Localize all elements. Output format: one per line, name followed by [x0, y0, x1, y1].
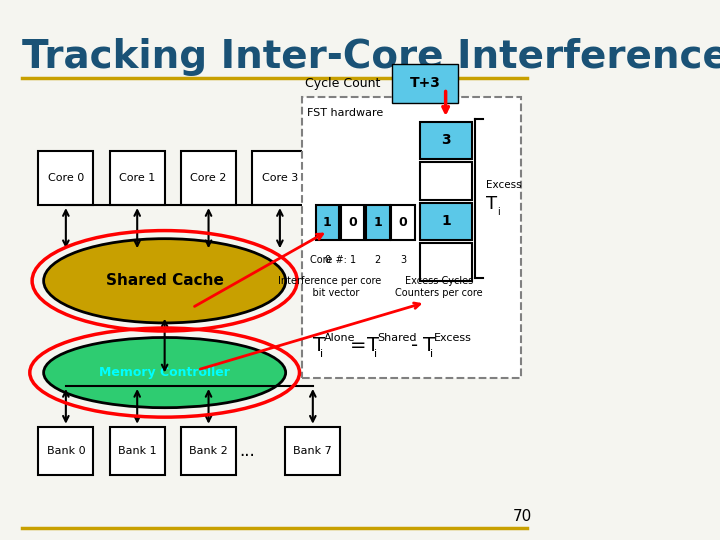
- FancyBboxPatch shape: [341, 205, 364, 240]
- Text: Core #:: Core #:: [310, 255, 347, 265]
- Text: Bank 0: Bank 0: [47, 446, 85, 456]
- FancyBboxPatch shape: [181, 151, 236, 205]
- Text: Excess: Excess: [486, 180, 521, 190]
- Text: Core 3: Core 3: [262, 173, 298, 183]
- Text: i: i: [430, 349, 433, 359]
- Text: i: i: [374, 349, 377, 359]
- Text: Tracking Inter-Core Interference: Tracking Inter-Core Interference: [22, 38, 720, 76]
- Text: T: T: [423, 336, 435, 355]
- Text: 0: 0: [399, 216, 408, 229]
- Text: Bank 1: Bank 1: [118, 446, 156, 456]
- Text: Memory Controller: Memory Controller: [99, 366, 230, 379]
- Text: i: i: [320, 349, 323, 359]
- Text: 1: 1: [441, 214, 451, 228]
- Text: 0: 0: [348, 216, 357, 229]
- Text: =: =: [350, 336, 366, 355]
- Text: 1: 1: [323, 216, 332, 229]
- FancyBboxPatch shape: [38, 151, 94, 205]
- Text: T: T: [312, 336, 325, 355]
- Text: 0: 0: [324, 255, 330, 265]
- Text: -: -: [410, 336, 418, 355]
- FancyBboxPatch shape: [392, 64, 458, 103]
- Text: Excess Cycles
Counters per core: Excess Cycles Counters per core: [395, 276, 483, 298]
- FancyBboxPatch shape: [420, 162, 472, 200]
- FancyBboxPatch shape: [315, 205, 339, 240]
- FancyBboxPatch shape: [420, 202, 472, 240]
- Text: 1: 1: [374, 216, 382, 229]
- Ellipse shape: [44, 239, 286, 323]
- Text: Core 1: Core 1: [119, 173, 156, 183]
- FancyBboxPatch shape: [420, 122, 472, 159]
- FancyBboxPatch shape: [181, 427, 236, 475]
- Text: 3: 3: [441, 133, 451, 147]
- Text: Cycle Count: Cycle Count: [305, 77, 381, 90]
- Text: Bank 7: Bank 7: [294, 446, 332, 456]
- Text: Bank 2: Bank 2: [189, 446, 228, 456]
- FancyBboxPatch shape: [109, 427, 165, 475]
- FancyBboxPatch shape: [420, 243, 472, 281]
- Text: 70: 70: [513, 509, 532, 524]
- FancyBboxPatch shape: [302, 97, 521, 378]
- Text: 1: 1: [349, 255, 356, 265]
- Text: Shared Cache: Shared Cache: [106, 273, 224, 288]
- Text: i: i: [497, 207, 500, 217]
- Text: Excess: Excess: [433, 333, 472, 343]
- FancyBboxPatch shape: [285, 427, 341, 475]
- Text: Alone: Alone: [324, 333, 355, 343]
- Text: 3: 3: [400, 255, 406, 265]
- Text: Core 0: Core 0: [48, 173, 84, 183]
- Text: T: T: [486, 195, 497, 213]
- Text: ...: ...: [239, 442, 255, 460]
- Text: T: T: [366, 336, 379, 355]
- FancyBboxPatch shape: [366, 205, 390, 240]
- Text: Core 2: Core 2: [190, 173, 227, 183]
- Text: Interference per core
    bit vector: Interference per core bit vector: [278, 276, 381, 298]
- FancyBboxPatch shape: [38, 427, 94, 475]
- FancyBboxPatch shape: [391, 205, 415, 240]
- FancyBboxPatch shape: [109, 151, 165, 205]
- Text: FST hardware: FST hardware: [307, 108, 384, 118]
- Text: 2: 2: [374, 255, 381, 265]
- Text: Shared: Shared: [377, 333, 417, 343]
- Text: T+3: T+3: [410, 76, 441, 90]
- Ellipse shape: [44, 338, 286, 408]
- FancyBboxPatch shape: [253, 151, 307, 205]
